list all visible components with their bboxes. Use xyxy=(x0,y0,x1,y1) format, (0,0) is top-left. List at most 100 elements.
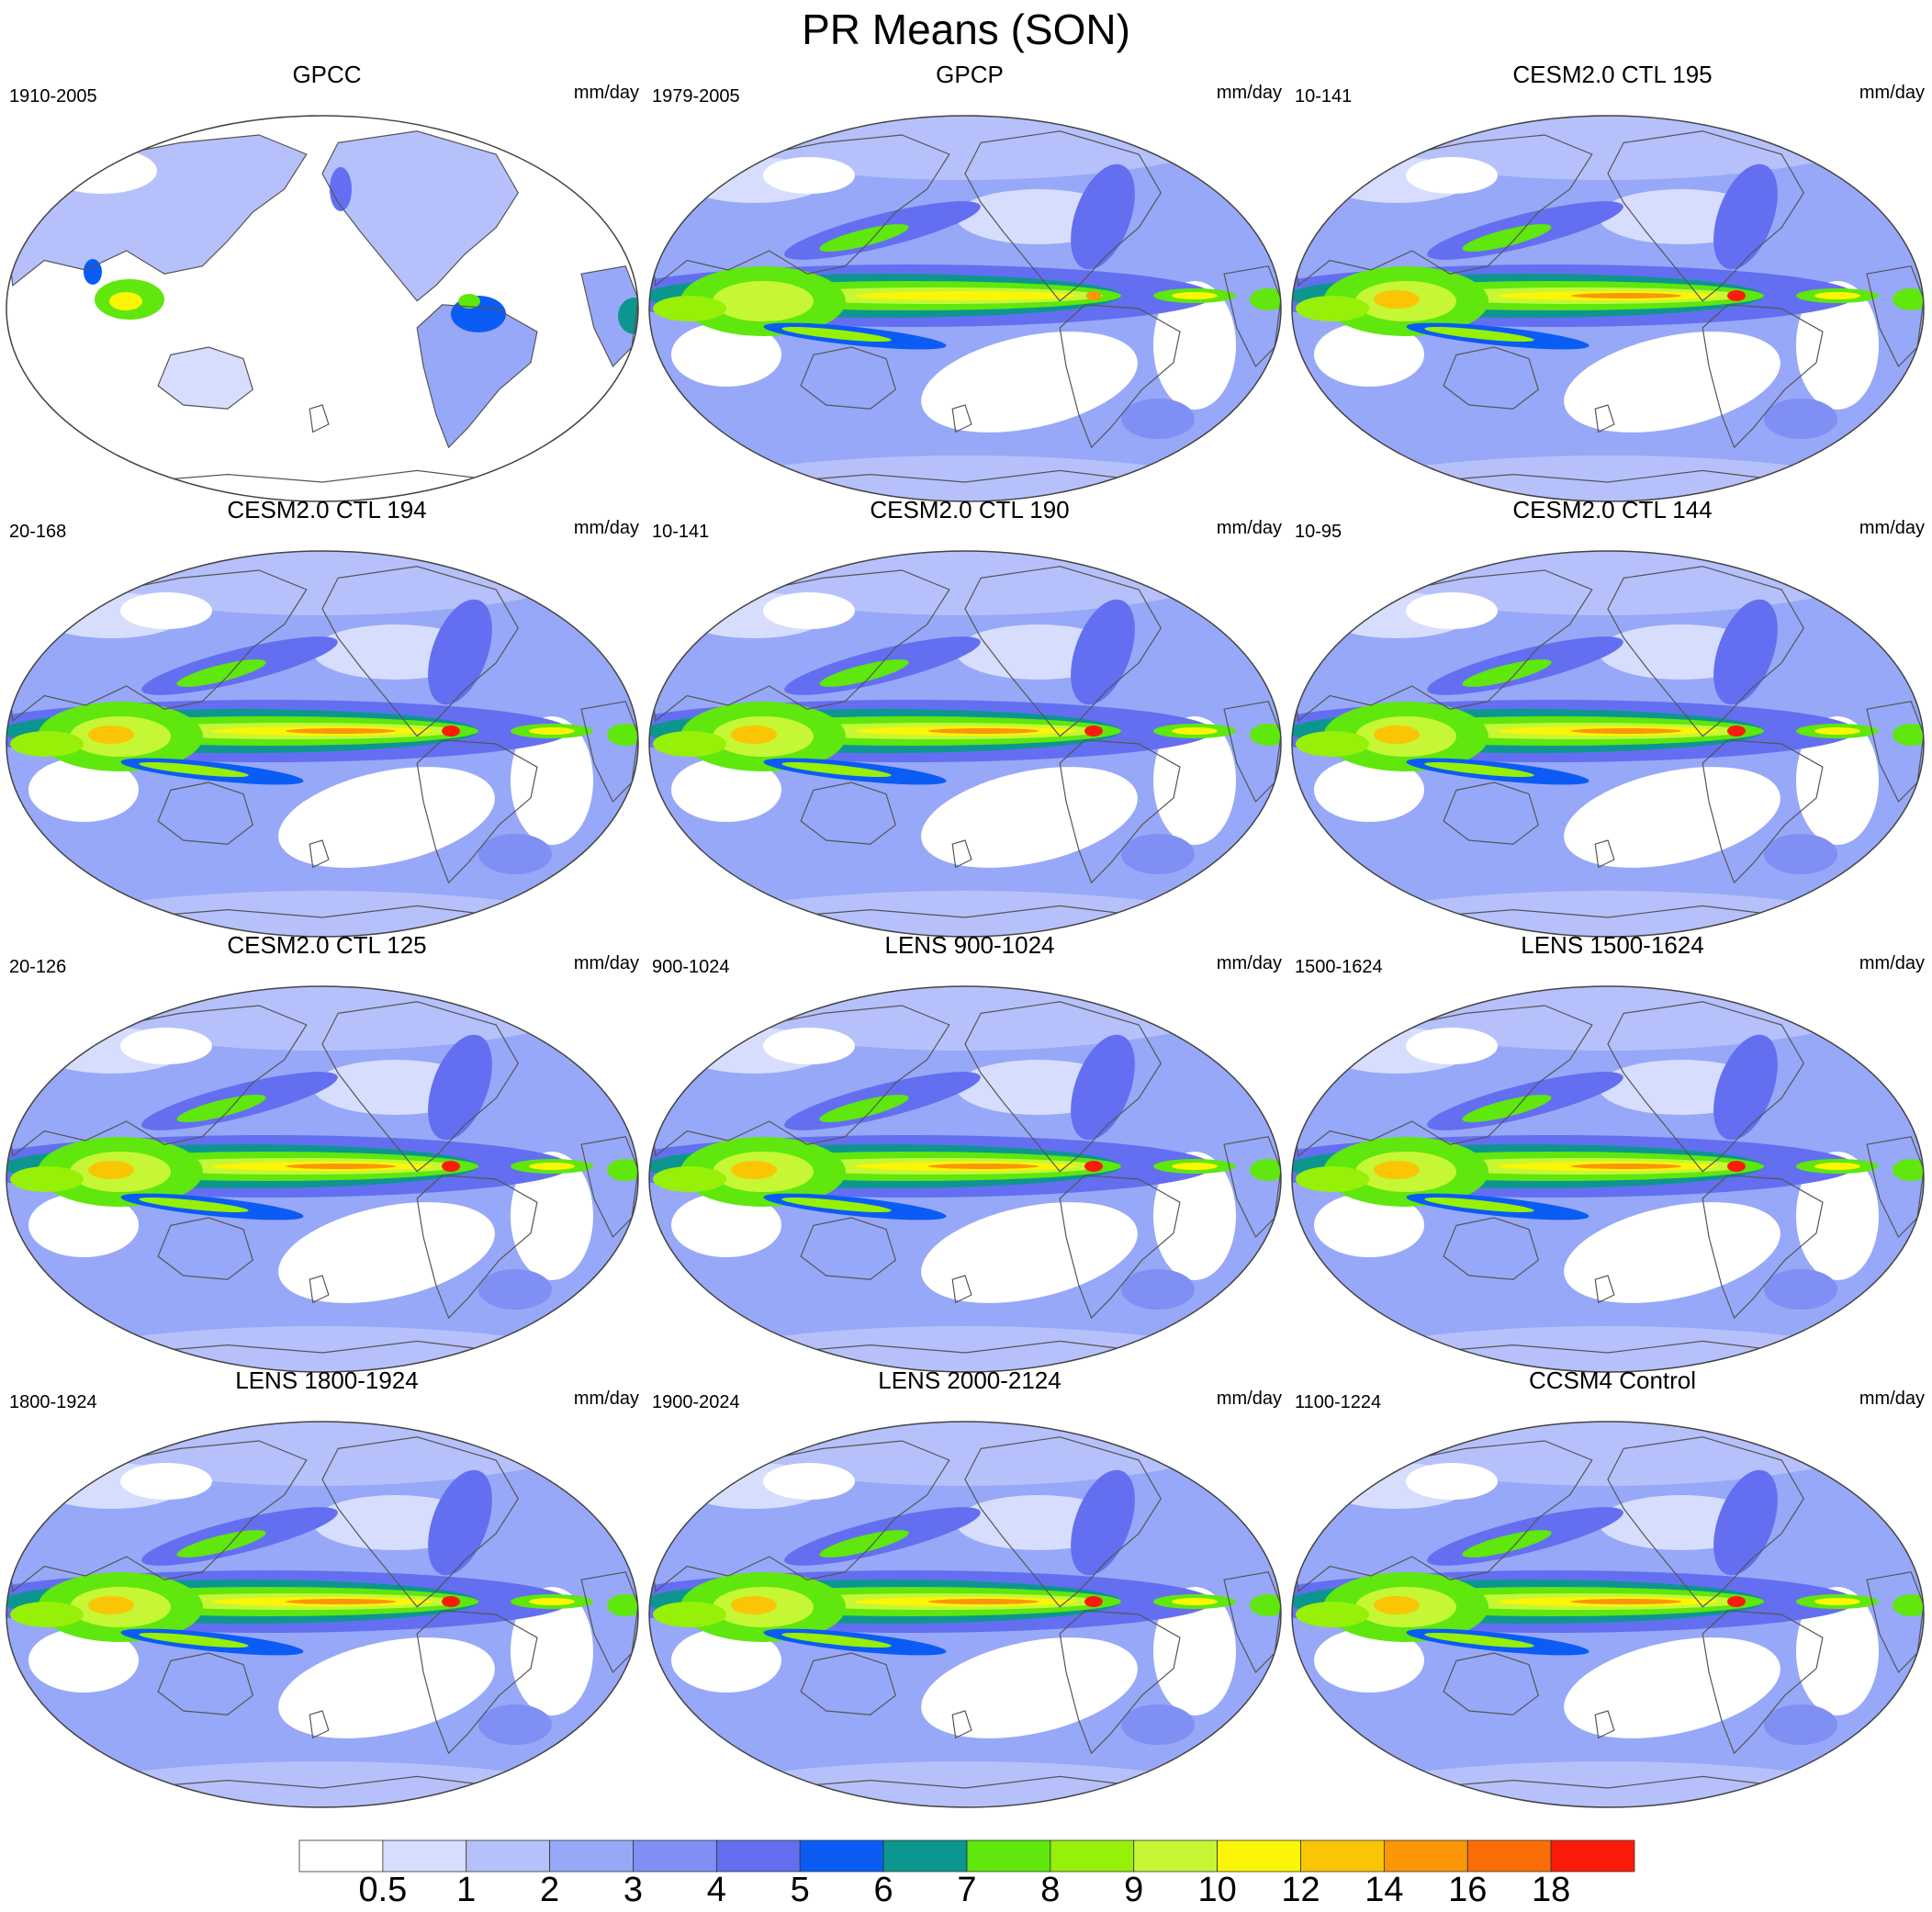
colorbar-tick-label: 10 xyxy=(1197,1871,1237,1909)
colorbar-swatch xyxy=(1217,1839,1301,1873)
map-panel: LENS 2000-2124 1900-2024 mm/day xyxy=(648,1367,1291,1824)
colorbar-swatch xyxy=(1550,1839,1635,1873)
panel-units: mm/day xyxy=(1216,1389,1282,1409)
colorbar-tick-label: 6 xyxy=(873,1871,893,1909)
colorbar-swatch xyxy=(882,1839,968,1873)
map-outline xyxy=(6,985,639,1373)
map-outline xyxy=(648,1421,1282,1808)
figure-title: PR Means (SON) xyxy=(802,6,1130,53)
colorbar-swatch xyxy=(633,1839,717,1873)
panel-title: CESM2.0 CTL 144 xyxy=(1512,496,1713,523)
colorbar-tick-label: 18 xyxy=(1531,1871,1571,1909)
map-panel: LENS 1800-1924 1800-1924 mm/day xyxy=(6,1367,648,1824)
map-plot xyxy=(1291,1421,1925,1808)
colorbar-swatch xyxy=(1133,1839,1219,1873)
panel-period: 10-95 xyxy=(1295,522,1342,542)
panel-units: mm/day xyxy=(1216,518,1282,538)
map-outline xyxy=(648,115,1282,502)
panel-units: mm/day xyxy=(1216,953,1282,973)
colorbar-tick-label: 2 xyxy=(540,1871,560,1909)
map-outline xyxy=(6,550,639,938)
map-outline xyxy=(6,115,639,502)
colorbar-swatch xyxy=(799,1839,884,1873)
map-plot xyxy=(1291,985,1925,1373)
panel-units: mm/day xyxy=(1859,953,1925,973)
map-outline xyxy=(648,550,1282,938)
colorbar-swatch xyxy=(966,1839,1051,1873)
colorbar-swatch xyxy=(1466,1839,1552,1873)
map-plot xyxy=(6,550,639,938)
panel-title: CCSM4 Control xyxy=(1528,1367,1697,1394)
colorbar-tick-label: 0.5 xyxy=(358,1871,408,1909)
map-panel: CESM2.0 CTL 190 10-141 mm/day xyxy=(648,496,1291,953)
map-panel: LENS 1500-1624 1500-1624 mm/day xyxy=(1291,931,1932,1389)
panel-period: 1800-1924 xyxy=(9,1392,97,1412)
panel-period: 20-126 xyxy=(9,957,67,977)
colorbar-tick-label: 1 xyxy=(456,1871,477,1909)
map-plot xyxy=(6,115,639,502)
map-outline xyxy=(1291,1421,1925,1808)
panel-units: mm/day xyxy=(573,1389,639,1409)
panel-units: mm/day xyxy=(1859,83,1925,103)
panel-title: CESM2.0 CTL 194 xyxy=(227,496,427,523)
map-plot xyxy=(6,985,639,1373)
map-panel: LENS 900-1024 900-1024 mm/day xyxy=(648,931,1291,1389)
panel-period: 10-141 xyxy=(1295,86,1353,107)
panel-title: CESM2.0 CTL 190 xyxy=(870,496,1070,523)
map-plot xyxy=(648,1421,1282,1808)
panel-title: CESM2.0 CTL 125 xyxy=(227,931,427,959)
colorbar-tick-label: 5 xyxy=(790,1871,810,1909)
colorbar-swatch xyxy=(549,1839,634,1873)
colorbar-tick-label: 9 xyxy=(1124,1871,1144,1909)
colorbar-swatch xyxy=(1300,1839,1385,1873)
map-plot xyxy=(6,1421,639,1808)
map-plot xyxy=(648,550,1282,938)
panel-period: 1910-2005 xyxy=(9,86,97,107)
colorbar-swatch xyxy=(1050,1839,1135,1873)
colorbar-tick-label: 4 xyxy=(706,1871,726,1909)
panel-period: 1979-2005 xyxy=(652,86,740,107)
colorbar-swatch xyxy=(466,1839,551,1873)
colorbar-tick-label: 16 xyxy=(1448,1871,1488,1909)
map-panel: CESM2.0 CTL 125 20-126 mm/day xyxy=(6,931,648,1389)
panel-period: 1100-1224 xyxy=(1295,1392,1382,1412)
map-panel: GPCC 1910-2005 mm/day xyxy=(6,61,648,518)
colorbar-tick-label: 8 xyxy=(1040,1871,1061,1909)
panel-title: LENS 900-1024 xyxy=(884,931,1055,959)
colorbar-swatch xyxy=(298,1839,384,1873)
panel-units: mm/day xyxy=(573,518,639,538)
map-panel: GPCP 1979-2005 mm/day xyxy=(648,61,1291,518)
colorbar-tick-label: 12 xyxy=(1281,1871,1320,1909)
colorbar-swatch xyxy=(382,1839,467,1873)
map-outline xyxy=(648,985,1282,1373)
panel-units: mm/day xyxy=(1859,1389,1925,1409)
panel-units: mm/day xyxy=(573,83,639,103)
colorbar-tick-label: 7 xyxy=(957,1871,977,1909)
map-plot xyxy=(1291,115,1925,502)
map-outline xyxy=(1291,115,1925,502)
map-plot xyxy=(648,115,1282,502)
panel-units: mm/day xyxy=(1859,518,1925,538)
colorbar-tick-label: 3 xyxy=(623,1871,644,1909)
map-outline xyxy=(1291,985,1925,1373)
panel-period: 1900-2024 xyxy=(652,1392,740,1412)
panel-period: 1500-1624 xyxy=(1295,957,1383,977)
panel-period: 900-1024 xyxy=(652,957,730,977)
map-plot xyxy=(648,985,1282,1373)
panel-title: LENS 2000-2124 xyxy=(878,1367,1061,1394)
map-panel: CESM2.0 CTL 144 10-95 mm/day xyxy=(1291,496,1932,953)
colorbar-tick-label: 14 xyxy=(1365,1871,1404,1909)
map-panel: CESM2.0 CTL 194 20-168 mm/day xyxy=(6,496,648,953)
map-panel: CESM2.0 CTL 195 10-141 mm/day xyxy=(1291,61,1932,518)
map-panel: CCSM4 Control 1100-1224 mm/day xyxy=(1291,1367,1932,1824)
panel-title: GPCC xyxy=(292,61,362,88)
panel-title: LENS 1500-1624 xyxy=(1521,931,1704,959)
panel-period: 20-168 xyxy=(9,522,67,542)
map-plot xyxy=(1291,550,1925,938)
colorbar-swatch xyxy=(1383,1839,1468,1873)
panel-units: mm/day xyxy=(573,953,639,973)
colorbar-swatch xyxy=(715,1839,801,1873)
panel-title: GPCP xyxy=(936,61,1004,88)
panel-period: 10-141 xyxy=(652,522,710,542)
panel-title: CESM2.0 CTL 195 xyxy=(1512,61,1713,88)
